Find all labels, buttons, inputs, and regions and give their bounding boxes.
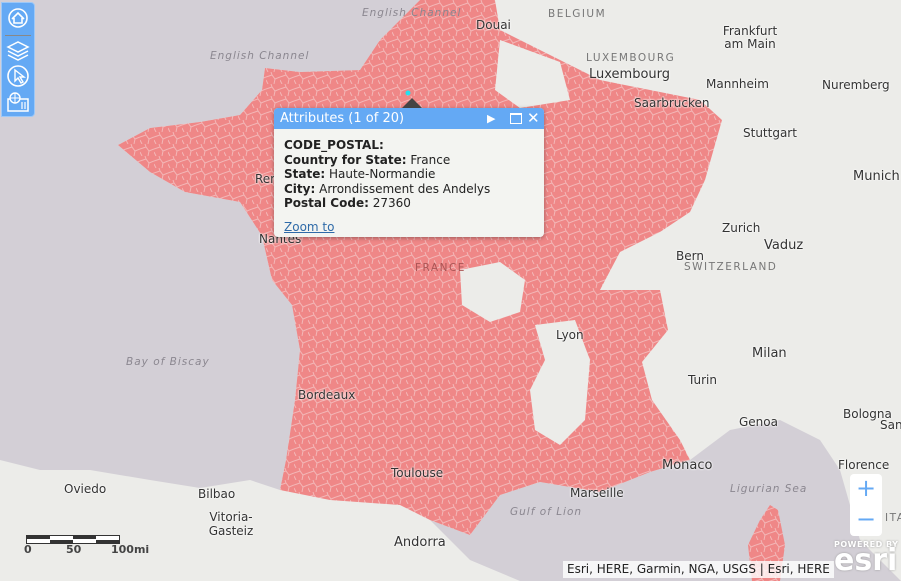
city-label: Bilbao (198, 487, 236, 501)
city-label: Milan (752, 346, 787, 361)
field-value: Haute-Normandie (328, 167, 436, 181)
country-label: BELGIUM (548, 8, 607, 20)
city-label: Luxembourg (589, 67, 671, 82)
layers-icon (6, 41, 30, 61)
city-label: Bologna (843, 407, 892, 421)
field-label: State: (284, 167, 326, 181)
field-state: State: Haute-Normandie (284, 167, 534, 182)
sea-label: Gulf of Lion (510, 506, 583, 518)
popup-title: Attributes (1 of 20) (280, 111, 405, 126)
scale-segment (96, 540, 119, 543)
city-label: San (880, 418, 901, 432)
esri-logo[interactable]: POWERED BY esri (834, 540, 899, 578)
channel-sea (0, 0, 420, 490)
zoom-control: + − (850, 474, 882, 536)
field-label: CODE_POSTAL: (284, 138, 384, 152)
city-label: Nuremberg (822, 78, 890, 92)
logo-powered-text: POWERED BY (834, 540, 899, 549)
maximize-button[interactable] (510, 113, 522, 124)
field-code-postal: CODE_POSTAL: (284, 138, 534, 153)
basemap-gallery-icon (7, 92, 29, 112)
city-label: Florence (838, 458, 890, 472)
scale-segment (73, 536, 96, 539)
zoom-to-link[interactable]: Zoom to (284, 219, 335, 234)
attribution[interactable]: Esri, HERE, Garmin, NGA, USGS | Esri, HE… (563, 561, 834, 578)
city-label: Munich (853, 169, 900, 184)
zoom-in-button[interactable]: + (855, 474, 877, 502)
city-label: Vaduz (764, 238, 804, 253)
attributes-popup: Attributes (1 of 20) ▶ ✕ CODE_POSTAL: Co… (274, 98, 544, 237)
scale-bar (26, 535, 120, 544)
home-button[interactable] (6, 6, 30, 30)
city-label: Vitoria-Gasteiz (208, 510, 254, 538)
zoom-out-button[interactable]: − (855, 505, 877, 533)
scale-label: 50 (66, 543, 82, 556)
switzerland-gap (460, 262, 590, 445)
city-label: Turin (688, 373, 717, 387)
city-label: Bordeaux (298, 388, 356, 402)
sea-label: Bay of Biscay (126, 356, 210, 368)
toolbar-divider (5, 35, 31, 36)
country-label: ITA (885, 512, 901, 524)
city-label: Toulouse (391, 466, 444, 480)
scale-label: 0 (24, 543, 32, 556)
basemap-gallery-button[interactable] (6, 90, 30, 114)
city-label: Bern (676, 249, 704, 263)
sea-label: English Channel (362, 7, 462, 19)
scale-label: 100mi (111, 543, 150, 556)
sea-label: Ligurian Sea (730, 483, 808, 495)
city-label: Monaco (662, 458, 713, 473)
field-label: Postal Code: (284, 196, 369, 210)
map-toolbar (1, 2, 35, 117)
country-label: LUXEMBOURG (586, 52, 676, 64)
country-label: FRANCE (415, 262, 466, 274)
popup-header: Attributes (1 of 20) ▶ ✕ (274, 108, 544, 129)
city-label: Frankfurt am Main (722, 24, 778, 51)
field-label: Country for State: (284, 152, 407, 167)
select-icon (7, 65, 29, 87)
city-label: Saarbrucken (634, 96, 710, 110)
city-label: Genoa (739, 415, 778, 429)
close-button[interactable]: ✕ (527, 109, 540, 127)
field-country: Country for State: France (284, 153, 534, 168)
country-label: SWITZERLAND (684, 261, 778, 273)
field-postal-code: Postal Code: 27360 (284, 196, 534, 211)
scale-segment (27, 536, 50, 539)
sea-label: English Channel (210, 50, 310, 62)
popup-content: CODE_POSTAL: Country for State: France S… (274, 129, 544, 243)
city-label: Lyon (556, 328, 584, 342)
home-icon (8, 8, 28, 28)
next-feature-button[interactable]: ▶ (487, 112, 496, 125)
city-label: Oviedo (64, 482, 107, 496)
popup-pointer (402, 98, 422, 108)
city-label: Douai (476, 18, 511, 32)
field-value: Arrondissement des Andelys (319, 181, 491, 196)
scale-segment (50, 540, 73, 543)
city-label: Zurich (722, 221, 761, 235)
city-label: Stuttgart (743, 126, 797, 140)
selected-feature-marker (405, 90, 411, 96)
field-value: 27360 (372, 196, 411, 210)
layers-button[interactable] (6, 39, 30, 63)
logo-brand-text: esri (834, 543, 898, 578)
city-label: Marseille (570, 486, 624, 500)
field-value: France (410, 152, 451, 167)
field-label: City: (284, 181, 316, 196)
city-label: Andorra (394, 535, 446, 550)
field-city: City: Arrondissement des Andelys (284, 182, 534, 197)
belgium-gap (495, 40, 570, 108)
select-button[interactable] (6, 64, 30, 88)
city-label: Mannheim (706, 77, 769, 91)
